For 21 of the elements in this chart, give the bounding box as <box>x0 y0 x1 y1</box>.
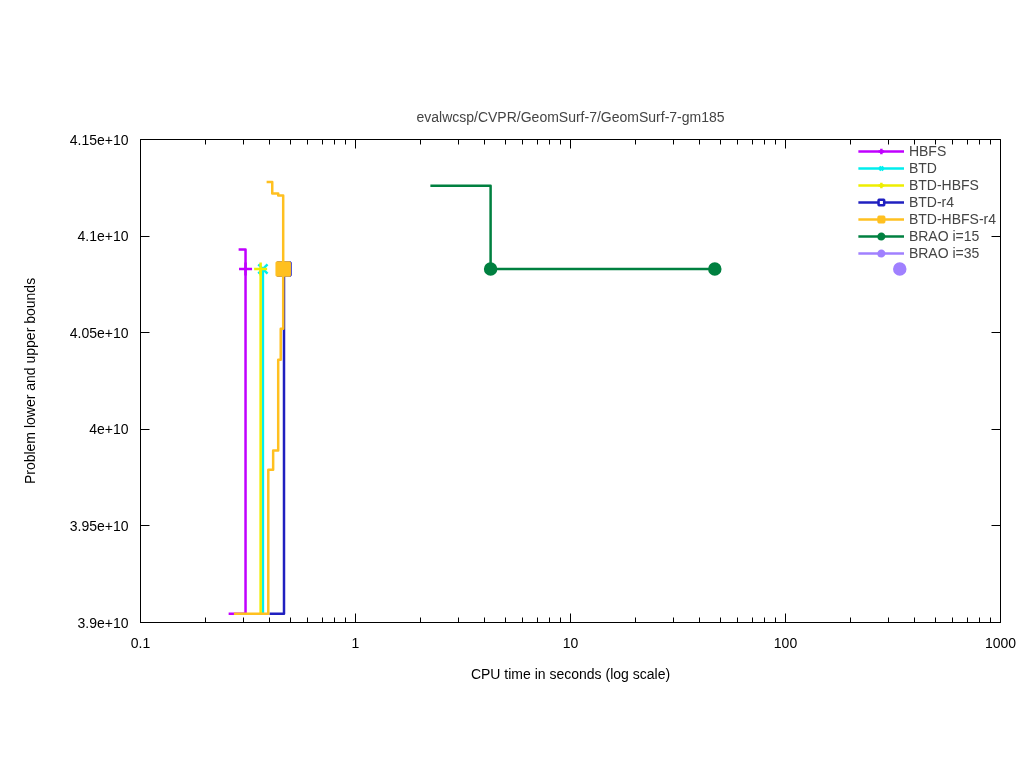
x-tick-label: 100 <box>773 634 798 651</box>
y-tick-label: 3.9e+10 <box>77 614 129 631</box>
y-axis-title: Problem lower and upper bounds <box>21 277 38 485</box>
legend-label: HBFS <box>908 143 947 159</box>
x-tick-label: 1 <box>351 634 360 651</box>
x-tick-label: 10 <box>562 634 579 651</box>
x-axis-title: CPU time in seconds (log scale) <box>470 665 671 682</box>
x-tick-label: 1000 <box>984 634 1017 651</box>
y-tick-label: 4.15e+10 <box>69 131 129 148</box>
legend-label: BRAO i=35 <box>908 245 980 261</box>
y-tick-label: 4.1e+10 <box>77 228 129 245</box>
x-tick-label: 0.1 <box>130 634 151 651</box>
legend-label: BRAO i=15 <box>908 228 980 244</box>
y-tick-label: 4.05e+10 <box>69 324 129 341</box>
y-tick-label: 3.95e+10 <box>69 517 129 534</box>
chart-title: evalwcsp/CVPR/GeomSurf-7/GeomSurf-7-gm185 <box>416 109 725 125</box>
legend-label: BTD <box>908 160 937 176</box>
legend-label: BTD-HBFS <box>908 177 979 193</box>
y-tick-label: 4e+10 <box>89 421 129 438</box>
legend-label: BTD-r4 <box>908 194 954 210</box>
legend-label: BTD-HBFS-r4 <box>908 211 996 227</box>
